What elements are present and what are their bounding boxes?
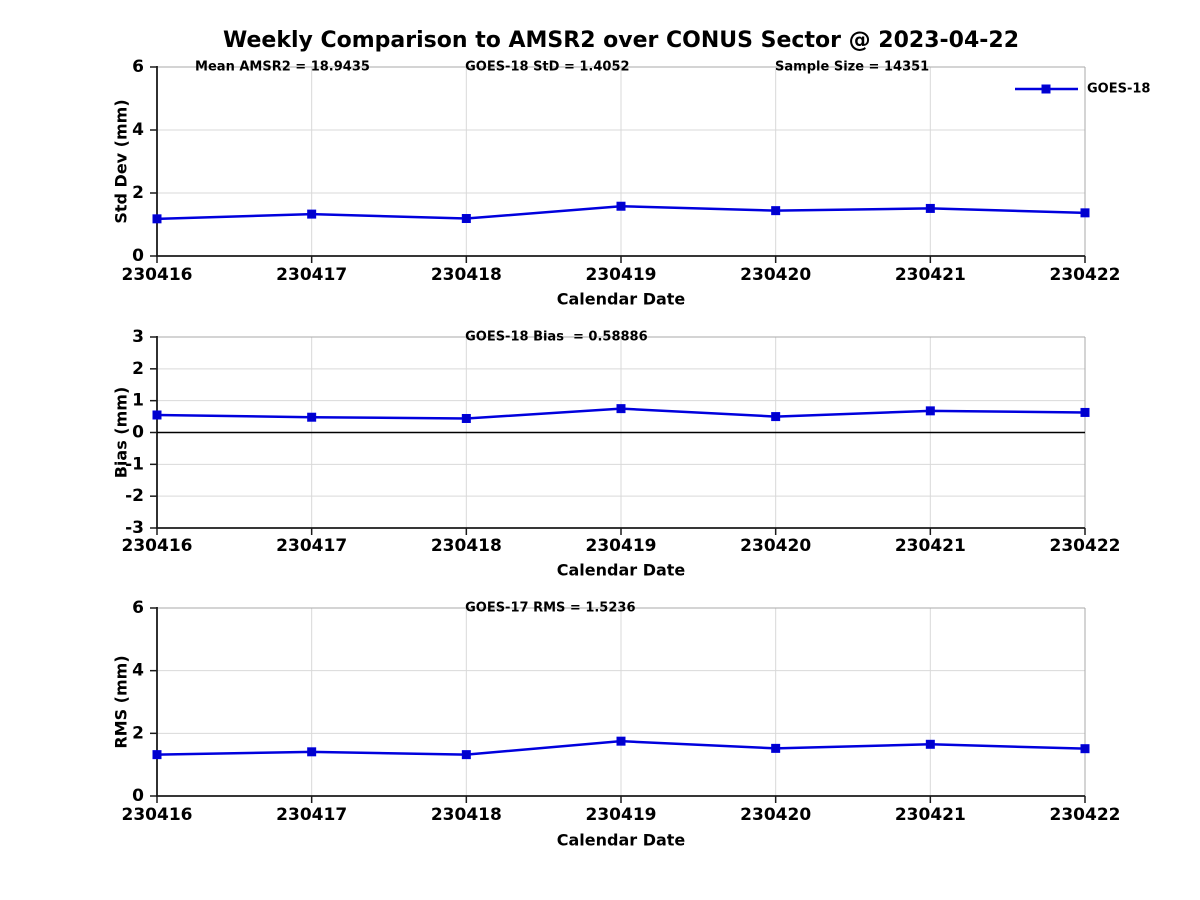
x-tick-label: 230417 — [276, 265, 347, 285]
y-tick-label: 2 — [132, 723, 144, 743]
y-tick-label: 0 — [132, 246, 144, 266]
x-tick-label: 230416 — [122, 536, 193, 556]
x-tick-label: 230420 — [740, 536, 811, 556]
x-tick-label: 230418 — [431, 265, 502, 285]
x-tick-label: 230419 — [586, 265, 657, 285]
x-tick-label: 230417 — [276, 805, 347, 825]
data-point-marker — [616, 201, 626, 211]
x-tick-label: 230416 — [122, 265, 193, 285]
y-tick-label: 4 — [132, 661, 144, 681]
chart-title: Weekly Comparison to AMSR2 over CONUS Se… — [223, 28, 1019, 53]
x-tick-label: 230418 — [431, 805, 502, 825]
data-point-marker — [152, 410, 162, 420]
y-tick-label: 2 — [132, 359, 144, 379]
data-point-marker — [152, 750, 162, 760]
data-point-marker — [771, 412, 781, 422]
annotation-text: Sample Size = 14351 — [775, 60, 929, 75]
y-axis-label: Bias (mm) — [112, 387, 131, 479]
y-tick-label: 2 — [132, 183, 144, 203]
x-tick-label: 230418 — [431, 536, 502, 556]
data-point-marker — [1080, 744, 1090, 754]
x-tick-label: 230419 — [586, 536, 657, 556]
y-tick-label: 1 — [132, 391, 144, 411]
annotation-text: Mean AMSR2 = 18.9435 — [195, 60, 370, 75]
data-point-marker — [461, 214, 471, 224]
subplot-bias: -3 -2 -1 0 1 2 3 230416 230417 230418 230419 230420… — [112, 327, 1121, 580]
x-tick-label: 230422 — [1050, 536, 1121, 556]
annotation-text: GOES-18 StD = 1.4052 — [465, 60, 629, 75]
annotation-text: GOES-18 Bias = 0.58886 — [465, 330, 648, 345]
y-tick-label: -1 — [125, 454, 144, 474]
annotation-text: GOES-17 RMS = 1.5236 — [465, 601, 635, 616]
x-tick-label: 230421 — [895, 805, 966, 825]
x-axis-label: Calendar Date — [557, 831, 686, 850]
y-tick-label: 0 — [132, 423, 144, 443]
y-tick-label: 6 — [132, 57, 144, 77]
data-point-marker — [307, 747, 317, 757]
data-point-marker — [771, 206, 781, 216]
data-point-marker — [1080, 208, 1090, 218]
x-axis-label: Calendar Date — [557, 290, 686, 309]
data-point-marker — [771, 743, 781, 753]
data-point-marker — [461, 750, 471, 760]
y-tick-label: -2 — [125, 486, 144, 506]
data-point-marker — [616, 736, 626, 746]
data-point-marker — [307, 412, 317, 422]
x-tick-label: 230422 — [1050, 805, 1121, 825]
x-tick-label: 230422 — [1050, 265, 1121, 285]
x-tick-label: 230416 — [122, 805, 193, 825]
subplot-rms: 0 2 4 6 230416 230417 230418 230419 230420 230421… — [112, 598, 1121, 850]
data-point-marker — [152, 214, 162, 224]
data-point-marker — [1080, 407, 1090, 417]
x-axis-label: Calendar Date — [557, 561, 686, 580]
y-tick-label: 4 — [132, 120, 144, 140]
y-axis-label: RMS (mm) — [112, 655, 131, 748]
y-tick-label: 0 — [132, 786, 144, 806]
legend-marker — [1041, 84, 1051, 94]
data-point-marker — [925, 406, 935, 416]
data-point-marker — [461, 413, 471, 423]
y-tick-label: 6 — [132, 598, 144, 618]
data-point-marker — [925, 203, 935, 213]
subplot-std: 0 2 4 6 230416 230417 230418 230419 230420 230421… — [112, 57, 1151, 309]
legend-label: GOES-18 — [1087, 82, 1150, 97]
x-tick-label: 230420 — [740, 805, 811, 825]
y-tick-label: 3 — [132, 327, 144, 347]
data-point-marker — [925, 739, 935, 749]
x-tick-label: 230419 — [586, 805, 657, 825]
data-point-marker — [307, 209, 317, 219]
y-axis-label: Std Dev (mm) — [112, 99, 131, 223]
x-tick-label: 230417 — [276, 536, 347, 556]
x-tick-label: 230421 — [895, 536, 966, 556]
y-tick-label: -3 — [125, 518, 144, 538]
data-point-marker — [616, 404, 626, 414]
x-tick-label: 230421 — [895, 265, 966, 285]
x-tick-label: 230420 — [740, 265, 811, 285]
